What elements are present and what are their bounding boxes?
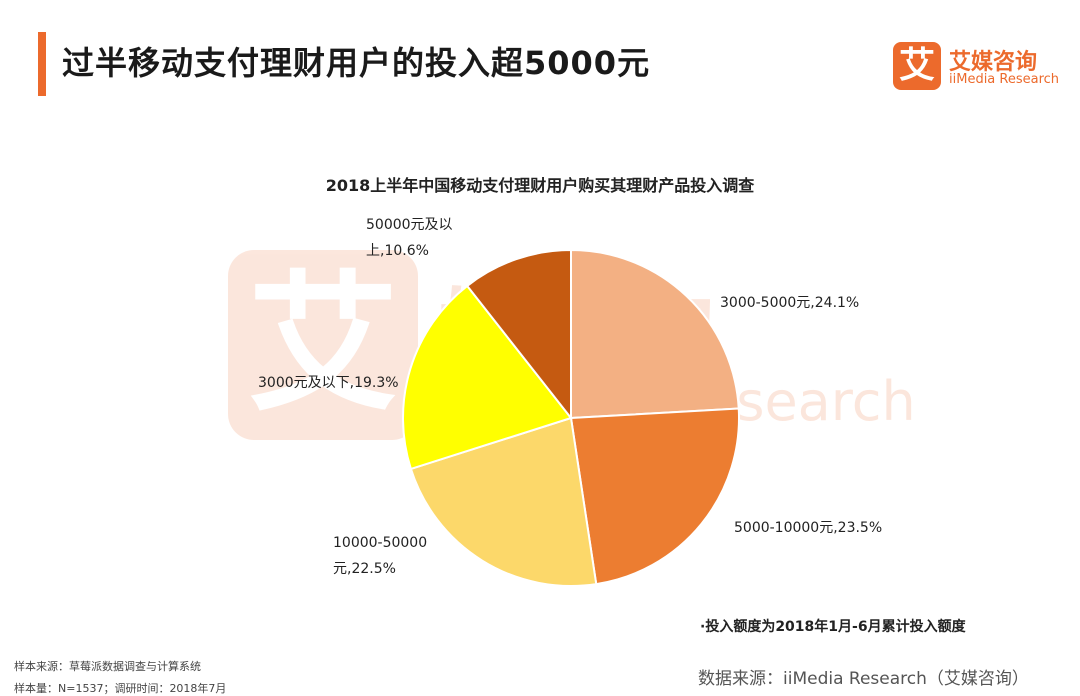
logo-name-cn: 艾媒咨询 — [949, 50, 1038, 75]
slice-label-line: 3000-5000元,24.1% — [720, 295, 860, 311]
sample-source: 样本来源：草莓派数据调查与计算系统 — [14, 660, 201, 673]
slice-label: 10000-50000 元,22.5% — [333, 530, 427, 582]
slice-label-line: 上,10.6% — [366, 243, 429, 259]
chart-title: 2018上半年中国移动支付理财用户购买其理财产品投入调查 — [325, 176, 755, 195]
pie-slice — [402, 284, 573, 471]
slice-label-line: 3000元及以下,19.3% — [258, 375, 399, 391]
slice-label: 5000-10000元,23.5% — [734, 515, 882, 541]
title-accent-bar — [38, 32, 46, 96]
slice-label-line: 5000-10000元,23.5% — [734, 520, 883, 536]
logo-name-en: iiMedia Research — [949, 72, 1060, 87]
pie-slice — [409, 416, 598, 587]
page-title: 过半移动支付理财用户的投入超5000元 — [62, 44, 651, 82]
slice-label-line: 元,22.5% — [333, 561, 396, 577]
slice-label: 3000元及以下,19.3% — [258, 370, 399, 396]
data-source: 数据来源：iiMedia Research（艾媒咨询） — [698, 669, 1029, 689]
slice-label: 50000元及以 上,10.6% — [366, 212, 453, 264]
pie-slice — [569, 407, 740, 586]
logo-mark-icon: 艾 — [893, 42, 941, 90]
slice-label-line: 10000-50000 — [333, 535, 428, 551]
sample-size: 样本量：N=1537；调研时间：2018年7月 — [14, 682, 227, 695]
pie-slice — [570, 248, 740, 420]
pie-slice — [465, 248, 572, 421]
slice-label-line: 50000元及以 — [366, 217, 453, 233]
brand-logo: 艾 艾媒咨询 iiMedia Research — [893, 42, 1063, 92]
slice-label: 3000-5000元,24.1% — [720, 290, 859, 316]
chart-note: ·投入额度为2018年1月-6月累计投入额度 — [700, 619, 966, 635]
